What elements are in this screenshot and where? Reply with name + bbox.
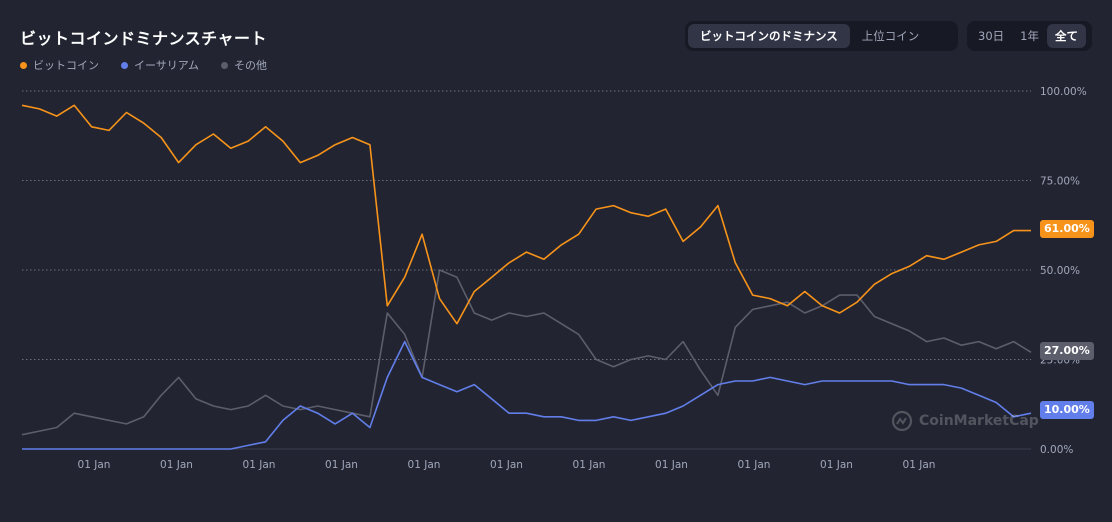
legend-item-others[interactable]: その他: [221, 57, 267, 73]
range-toggle: 30日 1年 全て: [967, 21, 1092, 51]
chart-title: ビットコインドミナンスチャート: [20, 29, 268, 48]
others-value-tag: 27.00%: [1040, 342, 1094, 360]
view-toggle: ビットコインのドミナンス 上位コイン: [685, 21, 958, 51]
range-all-button[interactable]: 全て: [1046, 24, 1086, 48]
y-tick-label: 0.00%: [1040, 444, 1073, 456]
x-tick-label: 01 Jan: [490, 459, 523, 471]
ethereum-line: [22, 340, 1032, 450]
chart-legend: ビットコイン イーサリアム その他: [20, 57, 267, 73]
coinmarketcap-watermark: CoinMarketCap: [891, 410, 1039, 432]
legend-label-ethereum: イーサリアム: [134, 59, 200, 72]
ethereum-value-tag: 10.00%: [1040, 401, 1094, 419]
tab-top-coins[interactable]: 上位コイン: [861, 29, 920, 43]
coinmarketcap-logo-icon: [891, 410, 913, 432]
x-tick-label: 01 Jan: [78, 459, 111, 471]
x-tick-label: 01 Jan: [903, 459, 936, 471]
ethereum-dot-icon: [121, 61, 128, 69]
others-dot-icon: [221, 61, 229, 69]
x-tick-label: 01 Jan: [325, 459, 358, 471]
others-line: [21, 269, 1032, 436]
bitcoin-value-tag: 61.00%: [1040, 220, 1094, 238]
legend-label-others: その他: [234, 59, 268, 72]
x-tick-label: 01 Jan: [655, 459, 688, 471]
y-tick-label: 100.00%: [1040, 86, 1087, 98]
x-tick-label: 01 Jan: [573, 459, 606, 471]
bitcoin-dot-icon: [20, 61, 27, 69]
x-tick-label: 01 Jan: [160, 459, 193, 471]
legend-item-bitcoin[interactable]: ビットコイン: [20, 57, 99, 73]
x-tick-label: 01 Jan: [820, 459, 853, 471]
x-tick-label: 01 Jan: [243, 459, 276, 471]
y-tick-label: 75.00%: [1040, 176, 1080, 188]
legend-item-ethereum[interactable]: イーサリアム: [121, 57, 199, 73]
legend-label-bitcoin: ビットコイン: [33, 59, 99, 72]
range-1y-button[interactable]: 1年: [1020, 29, 1039, 43]
y-tick-label: 50.00%: [1040, 265, 1080, 277]
range-30d-button[interactable]: 30日: [978, 29, 1005, 43]
x-tick-label: 01 Jan: [408, 459, 441, 471]
x-tick-label: 01 Jan: [738, 459, 771, 471]
watermark-text: CoinMarketCap: [919, 413, 1039, 429]
tab-bitcoin-dominance[interactable]: ビットコインのドミナンス: [688, 24, 850, 48]
bitcoin-line: [21, 104, 1031, 325]
